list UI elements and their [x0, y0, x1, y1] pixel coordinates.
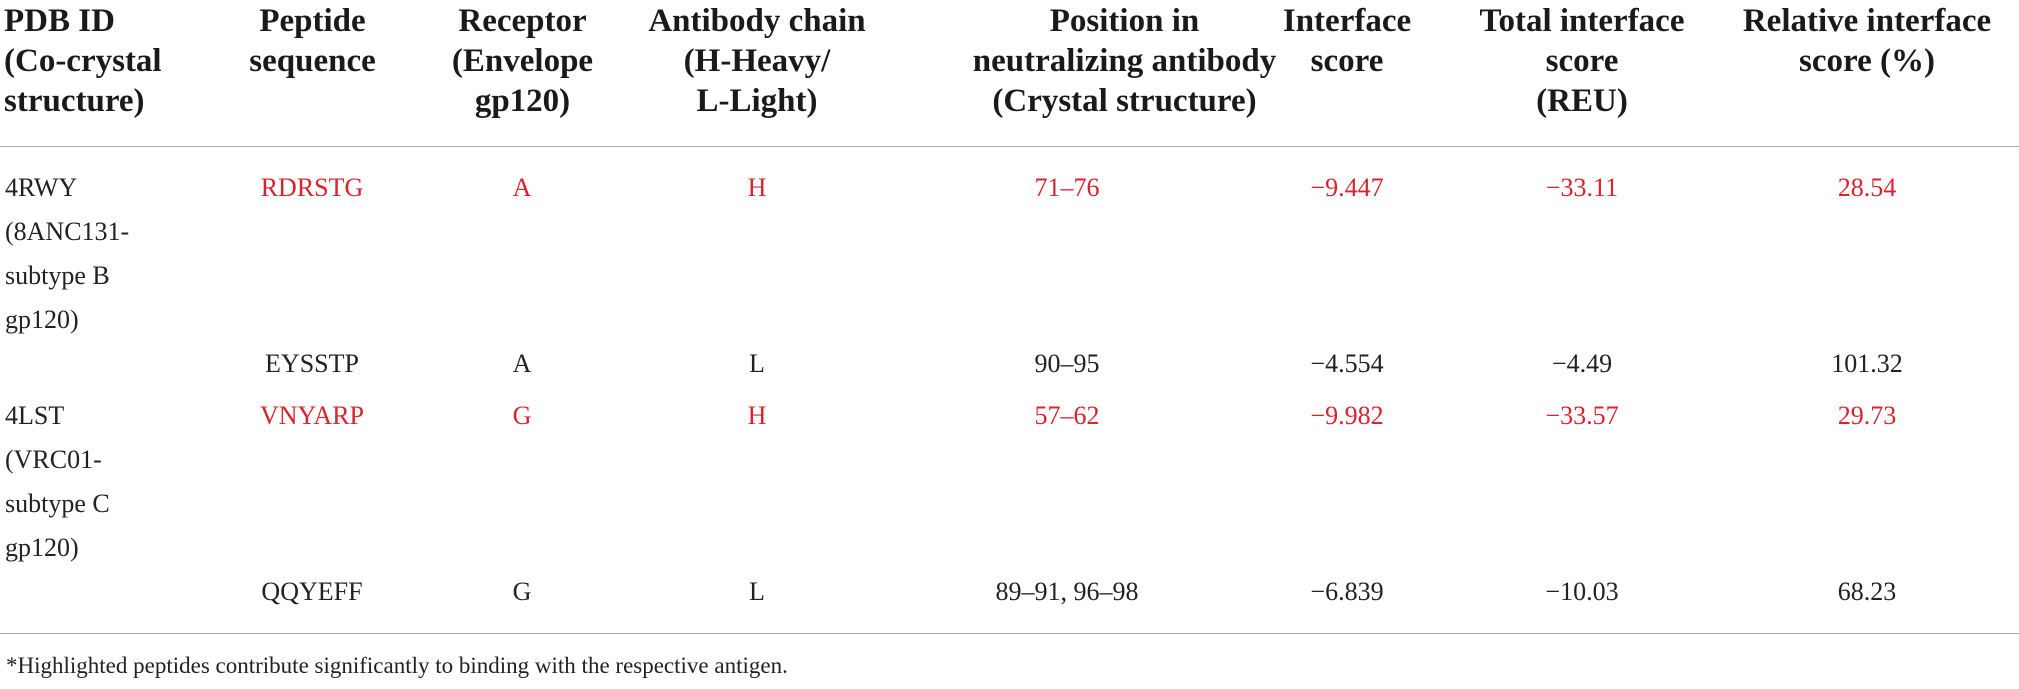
header-line: sequence: [249, 43, 376, 79]
receptor-header: Receptor (Envelope gp120): [435, 1, 610, 121]
table-cell: H: [747, 401, 767, 430]
pdb-id-line: 4LST: [5, 401, 65, 430]
header-line: (H-Heavy/: [683, 43, 831, 79]
pdb-id-line: 4RWY: [5, 173, 78, 202]
table-cell: 28.54: [1837, 173, 1897, 202]
position-header: Position in neutralizing antibody (Crystal…: [912, 1, 1337, 121]
table-bottom-divider: [0, 633, 2019, 634]
header-line: (Co-crystal: [4, 43, 162, 79]
table-footnote: *Highlighted peptides contribute signifi…: [6, 653, 788, 678]
table-cell: L: [749, 349, 765, 378]
table-cell: −33.11: [1545, 173, 1619, 202]
pdb-id-header: PDB ID (Co-crystal structure): [4, 1, 189, 121]
header-line: L-Light): [696, 83, 818, 119]
header-line: Antibody chain: [648, 3, 866, 39]
interface-score-header: Interface score: [1262, 1, 1432, 81]
header-line: Interface: [1282, 3, 1412, 39]
header-line: PDB ID: [4, 3, 115, 39]
header-line: score (%): [1799, 43, 1935, 79]
table-cell: 68.23: [1837, 577, 1897, 606]
antibody-chain-header: Antibody chain (H-Heavy/L-Light): [632, 1, 882, 121]
table-cell: RDRSTG: [260, 173, 364, 202]
table-cell: 90–95: [1034, 349, 1100, 378]
table-cell: 89–91, 96–98: [995, 577, 1139, 606]
table-cell: −9.982: [1310, 401, 1384, 430]
header-line: structure): [4, 83, 145, 119]
table-cell: EYSSTP: [265, 349, 359, 378]
table-cell: A: [512, 349, 532, 378]
table-cell: G: [512, 577, 532, 606]
table-cell: A: [512, 173, 532, 202]
header-top-divider: [0, 146, 2019, 147]
header-line: Relative interface: [1742, 3, 1992, 39]
table-cell: L: [749, 577, 765, 606]
pdb-id-cell: 4RWY (8ANC131- subtype B gp120): [5, 166, 129, 342]
table-cell: −9.447: [1310, 173, 1384, 202]
peptide-sequence-header: Peptide sequence: [230, 1, 395, 81]
table-cell: −6.839: [1310, 577, 1384, 606]
pdb-id-line: subtype B: [5, 261, 110, 290]
table-cell: −33.57: [1545, 401, 1619, 430]
table-cell: 57–62: [1034, 401, 1100, 430]
table-cell: 101.32: [1831, 349, 1903, 378]
pdb-id-line: subtype C: [5, 489, 110, 518]
header-line: Peptide: [259, 3, 366, 39]
table-cell: G: [512, 401, 532, 430]
header-line: Total interface: [1479, 3, 1685, 39]
total-interface-score-header: Total interface score (REU): [1462, 1, 1702, 121]
header-line: score: [1310, 43, 1384, 79]
pdb-id-line: (VRC01-: [5, 445, 102, 474]
table-cell: H: [747, 173, 767, 202]
header-line: (REU): [1536, 83, 1628, 119]
table-cell: 71–76: [1034, 173, 1100, 202]
table-cell: QQYEFF: [261, 577, 363, 606]
pdb-id-line: gp120): [5, 533, 79, 562]
header-line: (Envelope: [451, 43, 594, 79]
header-line: neutralizing antibody: [972, 43, 1277, 79]
table-cell: −10.03: [1545, 577, 1619, 606]
header-line: score: [1545, 43, 1619, 79]
header-line: gp120): [474, 83, 571, 119]
header-line: (Crystal structure): [992, 83, 1257, 119]
pdb-id-line: gp120): [5, 305, 79, 334]
table-cell: 29.73: [1837, 401, 1897, 430]
table-cell: VNYARP: [259, 401, 365, 430]
header-line: Position in: [1049, 3, 1200, 39]
pdb-id-cell: 4LST (VRC01- subtype C gp120): [5, 394, 110, 570]
header-line: Receptor: [458, 3, 587, 39]
table-cell: −4.554: [1310, 349, 1384, 378]
pdb-id-line: (8ANC131-: [5, 217, 130, 246]
table-cell: −4.49: [1551, 349, 1613, 378]
relative-interface-score-header: Relative interface score (%): [1722, 1, 2012, 81]
